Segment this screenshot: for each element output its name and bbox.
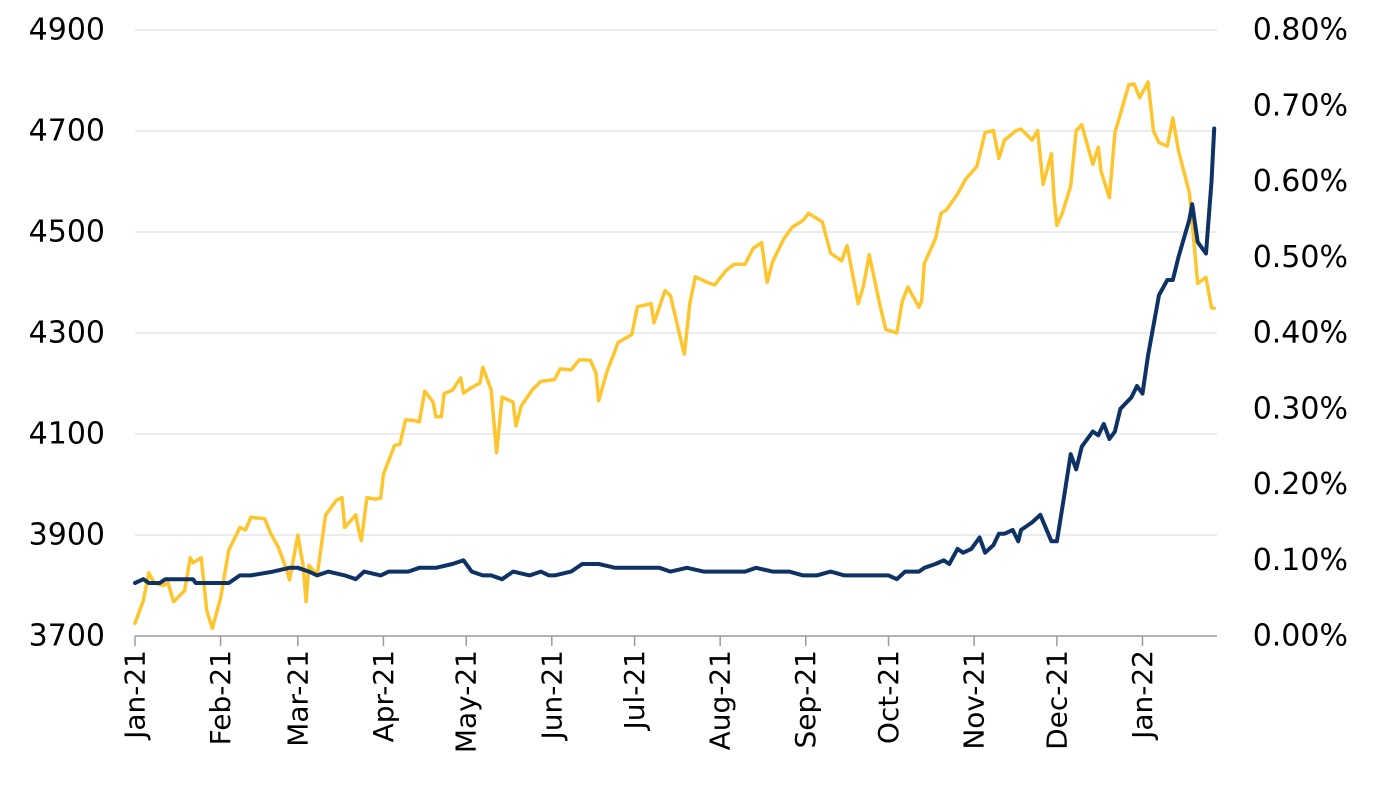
right-tick-label: 0.20% <box>1253 467 1348 502</box>
axes <box>134 635 1217 646</box>
right-tick-label: 0.50% <box>1253 240 1348 275</box>
x-tick-label: Oct-21 <box>872 650 905 744</box>
left-tick-label: 4500 <box>29 215 105 250</box>
right-tick-label: 0.40% <box>1253 316 1348 351</box>
x-tick-label: Jul-21 <box>618 650 651 732</box>
right-tick-label: 0.00% <box>1253 619 1348 654</box>
left-axis-tick-labels: 3700 3900 4100 4300 4500 4700 4900 <box>29 13 105 654</box>
left-tick-label: 4900 <box>29 13 105 48</box>
left-tick-label: 3700 <box>29 619 105 654</box>
x-axis-tick-labels: Jan-21 Feb-21 Mar-21 Apr-21 May-21 Jun-21 Jul-… <box>119 650 1159 753</box>
x-tick-label: Jun-21 <box>535 650 568 741</box>
left-tick-label: 4300 <box>29 316 105 351</box>
right-tick-label: 0.80% <box>1253 13 1348 48</box>
x-tick-label: Nov-21 <box>958 650 991 750</box>
x-tick-label: Apr-21 <box>367 650 400 742</box>
left-tick-label: 4700 <box>29 114 105 149</box>
series-line-right-axis <box>133 126 1217 585</box>
right-axis-tick-labels: 0.00% 0.10% 0.20% 0.30% 0.40% 0.50% 0.60% 0.70%… <box>1253 13 1348 654</box>
right-tick-label: 0.10% <box>1253 543 1348 578</box>
gridlines <box>135 29 1217 536</box>
x-tick-label: May-21 <box>450 650 483 753</box>
x-tick-label: Sep-21 <box>789 650 822 749</box>
right-tick-label: 0.30% <box>1253 391 1348 426</box>
x-tick-label: Jan-21 <box>119 650 152 741</box>
x-tick-label: Jan-22 <box>1126 650 1159 741</box>
x-tick-label: Feb-21 <box>204 650 237 745</box>
x-tick-label: Mar-21 <box>281 650 314 747</box>
left-tick-label: 3900 <box>29 518 105 553</box>
series-lines <box>133 80 1217 631</box>
left-tick-label: 4100 <box>29 417 105 452</box>
series-line-left-axis <box>133 80 1216 631</box>
x-tick-label: Aug-21 <box>704 650 737 750</box>
right-tick-label: 0.70% <box>1253 88 1348 123</box>
right-tick-label: 0.60% <box>1253 164 1348 199</box>
x-tick-label: Dec-21 <box>1040 650 1073 750</box>
